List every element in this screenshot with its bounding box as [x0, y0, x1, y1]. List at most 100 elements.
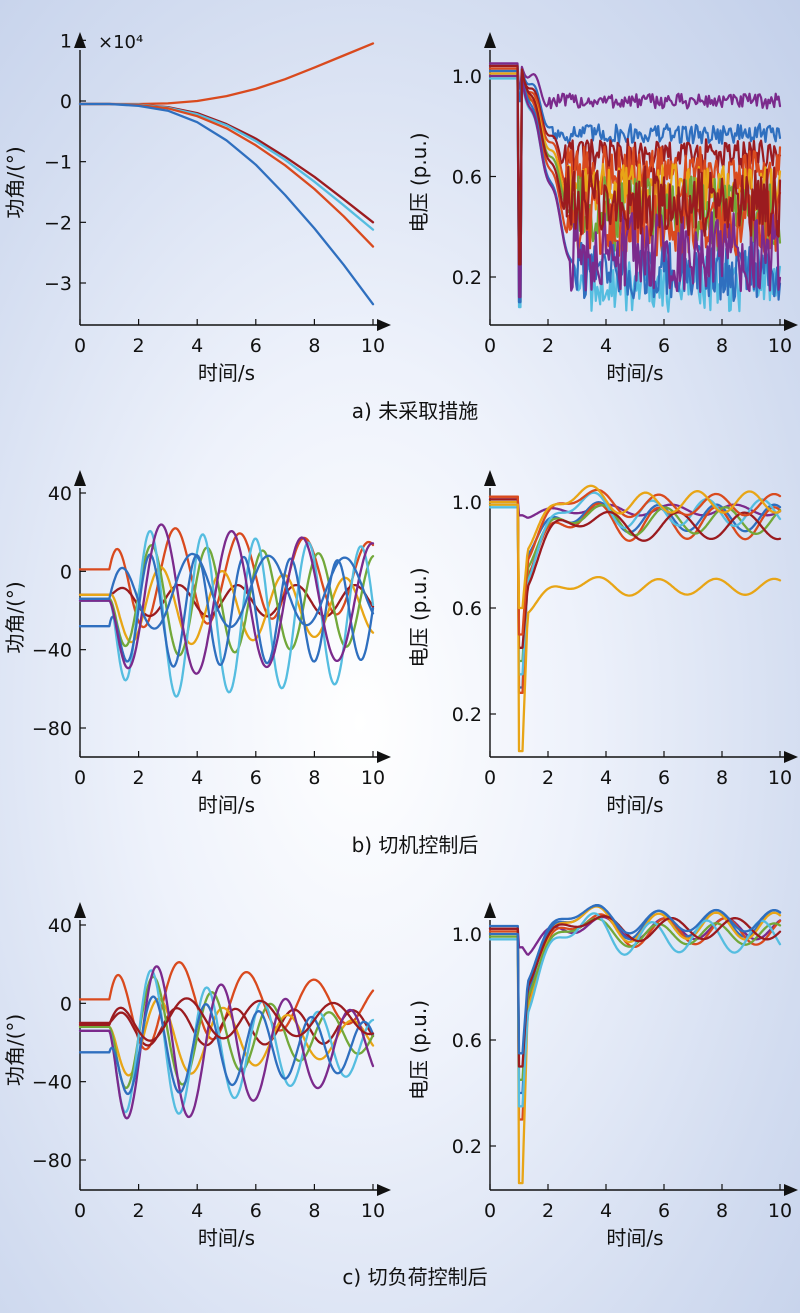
series-line: [78, 997, 375, 1042]
series-line: [488, 488, 782, 636]
x-tick-label: 0: [484, 1200, 496, 1222]
x-axis-arrow: [784, 751, 798, 763]
series-line: [488, 912, 782, 1108]
caption-a: a) 未采取措施: [352, 399, 478, 423]
y-axis-label: 功角/(°): [3, 146, 27, 218]
x-tick-label: 0: [74, 335, 86, 357]
x-tick-label: 6: [250, 767, 262, 789]
y-tick-label: 0: [60, 993, 72, 1015]
x-tick-label: 10: [768, 335, 792, 357]
series-line: [78, 527, 375, 629]
x-tick-label: 8: [716, 1200, 728, 1222]
x-tick-label: 2: [542, 335, 554, 357]
x-axis-arrow: [377, 1184, 391, 1196]
y-axis-label: 功角/(°): [3, 581, 27, 653]
y-axis-arrow: [484, 902, 496, 918]
series-line: [78, 965, 375, 1120]
x-axis-arrow: [377, 751, 391, 763]
series-line: [488, 64, 782, 145]
x-tick-label: 8: [716, 335, 728, 357]
y-tick-label: 1.0: [452, 66, 482, 88]
x-tick-label: 10: [768, 1200, 792, 1222]
x-axis-label: 时间/s: [198, 793, 255, 817]
x-axis-label: 时间/s: [198, 1226, 255, 1250]
x-tick-label: 10: [361, 335, 385, 357]
y-axis-label: 电压 (p.u.): [407, 132, 431, 232]
y-tick-label: 0.6: [452, 1030, 482, 1052]
y-tick-label: 1.0: [452, 492, 482, 514]
x-tick-label: 4: [600, 1200, 612, 1222]
y-tick-label: −2: [44, 212, 72, 234]
series-line: [78, 975, 375, 1090]
y-tick-label: 0.2: [452, 1136, 482, 1158]
y-axis-arrow: [484, 32, 496, 48]
x-tick-label: 2: [542, 767, 554, 789]
x-axis-label: 时间/s: [606, 793, 663, 817]
x-axis-arrow: [784, 319, 798, 331]
series-line: [488, 503, 782, 663]
series-line: [488, 62, 782, 110]
x-tick-label: 0: [74, 1200, 86, 1222]
series-line: [78, 102, 375, 224]
y-axis-label: 电压 (p.u.): [407, 1000, 431, 1100]
series-line: [488, 67, 782, 216]
y-axis-arrow: [74, 902, 86, 918]
x-tick-label: 4: [600, 767, 612, 789]
series-line: [488, 915, 782, 1068]
series-line: [488, 491, 782, 676]
x-tick-label: 10: [768, 767, 792, 789]
x-tick-label: 4: [191, 767, 203, 789]
y-tick-label: 0.2: [452, 704, 482, 726]
x-tick-label: 6: [658, 767, 670, 789]
x-tick-label: 8: [308, 767, 320, 789]
caption-b: b) 切机控制后: [352, 833, 479, 857]
series-line: [78, 544, 375, 657]
y-tick-label: 0: [60, 561, 72, 583]
y-tick-label: 0.2: [452, 267, 482, 289]
x-tick-label: 0: [74, 767, 86, 789]
y-tick-label: −3: [44, 273, 72, 295]
x-tick-label: 10: [361, 1200, 385, 1222]
x-tick-label: 8: [308, 335, 320, 357]
series-line: [78, 995, 375, 1096]
series-line: [78, 102, 375, 306]
x-tick-label: 2: [133, 767, 145, 789]
x-tick-label: 8: [308, 1200, 320, 1222]
y-tick-label: 40: [48, 483, 72, 505]
x-tick-label: 4: [600, 335, 612, 357]
y-axis-arrow: [74, 470, 86, 486]
y-tick-label: 0.6: [452, 598, 482, 620]
x-tick-label: 6: [658, 335, 670, 357]
x-axis-label: 时间/s: [606, 361, 663, 385]
chart-b-voltage: 0 2 4 6 8 10 1.0 0.6 0.2 时间/s 电压 (p.u.): [407, 470, 798, 817]
y-tick-label: −40: [32, 640, 72, 662]
series-line: [488, 498, 782, 649]
chart-a-voltage: 0 2 4 6 8 10 1.0 0.6 0.2 时间/s 电压 (p.u.): [407, 32, 798, 385]
x-tick-label: 8: [716, 767, 728, 789]
x-axis-arrow: [784, 1184, 798, 1196]
y-tick-label: 0.6: [452, 167, 482, 189]
y-tick-label: −40: [32, 1072, 72, 1094]
y-tick-label: −1: [44, 152, 72, 174]
x-axis-label: 时间/s: [198, 361, 255, 385]
y-axis-label: 功角/(°): [3, 1014, 27, 1086]
x-tick-label: 4: [191, 335, 203, 357]
series-line: [78, 523, 375, 675]
chart-c-angle: 0 2 4 6 8 10 40 0 −40 −80 时间/s 功角/(°): [3, 902, 391, 1250]
y-axis-label: 电压 (p.u.): [407, 567, 431, 667]
y-tick-label: 40: [48, 915, 72, 937]
x-axis-label: 时间/s: [606, 1226, 663, 1250]
y-tick-label: −80: [32, 718, 72, 740]
series-line: [488, 500, 782, 753]
chart-b-angle: 0 2 4 6 8 10 40 0 −40 −80 时间/s 功角/(°): [3, 470, 391, 817]
series-line: [78, 552, 375, 630]
series-line: [78, 529, 375, 698]
x-tick-label: 0: [484, 335, 496, 357]
series-line: [78, 102, 375, 231]
x-tick-label: 0: [484, 767, 496, 789]
series-line: [488, 64, 782, 266]
y-axis-arrow: [484, 470, 496, 486]
